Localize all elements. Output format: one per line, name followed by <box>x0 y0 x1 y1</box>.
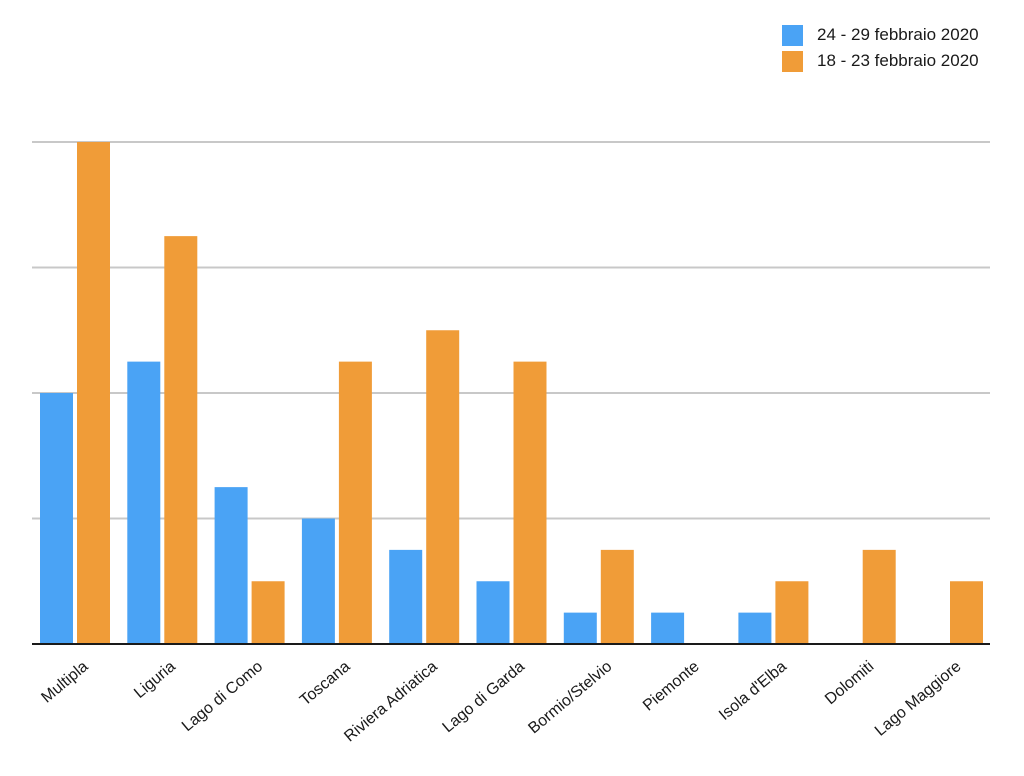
bar <box>950 581 983 644</box>
bar <box>738 612 772 644</box>
legend-item-series-1: 24 - 29 febbraio 2020 <box>782 22 979 48</box>
bar <box>40 393 73 644</box>
x-tick-label: Riviera Adriatica <box>341 658 441 745</box>
x-tick-label: Dolomiti <box>822 658 877 708</box>
x-tick-label: Lago di Garda <box>439 658 528 736</box>
bar <box>77 142 110 644</box>
bar <box>164 236 198 644</box>
bar <box>214 487 248 644</box>
legend-swatch-series-2 <box>782 50 803 72</box>
x-tick-label: Toscana <box>297 658 354 709</box>
legend-swatch-series-1 <box>782 24 803 46</box>
bar <box>563 612 597 644</box>
x-tick-label: Multipla <box>38 658 91 707</box>
bar <box>476 581 510 644</box>
bar <box>862 549 896 644</box>
x-tick-label: Lago Maggiore <box>872 658 965 740</box>
legend: 24 - 29 febbraio 2020 18 - 23 febbraio 2… <box>782 22 979 74</box>
legend-item-series-2: 18 - 23 febbraio 2020 <box>782 48 979 74</box>
bar <box>338 361 372 644</box>
x-tick-label: Liguria <box>131 658 179 702</box>
bar <box>513 361 547 644</box>
bar <box>775 581 809 644</box>
bar <box>251 581 285 644</box>
x-tick-label: Bormio/Stelvio <box>525 658 615 737</box>
bar <box>127 361 161 644</box>
bar <box>600 549 634 644</box>
x-tick-label: Isola d'Elba <box>716 658 790 724</box>
x-tick-label: Piemonte <box>640 658 703 715</box>
legend-label-series-1: 24 - 29 febbraio 2020 <box>817 25 979 44</box>
bar <box>389 549 423 644</box>
x-tick-label: Lago di Como <box>179 658 266 735</box>
legend-label-series-2: 18 - 23 febbraio 2020 <box>817 51 979 70</box>
bar <box>651 612 685 644</box>
bar <box>426 330 460 644</box>
bar <box>301 518 335 644</box>
